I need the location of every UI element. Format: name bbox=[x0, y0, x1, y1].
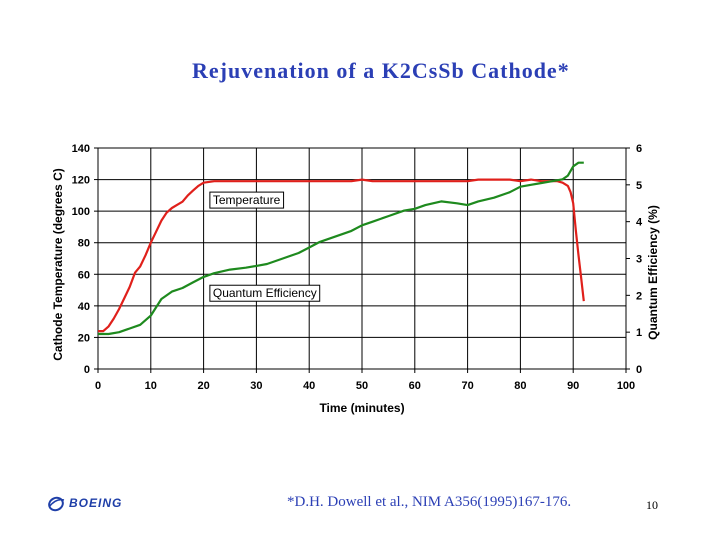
y2-tick-label: 3 bbox=[636, 254, 642, 266]
y2-tick-label: 2 bbox=[636, 290, 642, 302]
quantum-efficiency-series-line bbox=[98, 161, 584, 336]
x-axis-title: Time (minutes) bbox=[319, 401, 404, 415]
y-tick-label: 120 bbox=[72, 175, 90, 187]
y2-tick-label: 5 bbox=[636, 180, 642, 192]
boeing-logo: BOEING bbox=[46, 493, 122, 513]
y2-tick-label: 6 bbox=[636, 143, 642, 155]
x-tick-label: 10 bbox=[145, 380, 157, 392]
citation: *D.H. Dowell et al., NIM A356(1995)167-1… bbox=[287, 494, 572, 510]
boeing-logo-text: BOEING bbox=[69, 496, 123, 510]
y-tick-label: 100 bbox=[72, 206, 90, 218]
y2-axis-title: Quantum Efficiency (%) bbox=[646, 205, 660, 340]
y-axis-title: Cathode Temperature (degrees C) bbox=[51, 168, 65, 361]
x-tick-label: 40 bbox=[303, 380, 315, 392]
y2-tick-label: 0 bbox=[636, 364, 642, 376]
quantum-efficiency-annotation-box bbox=[209, 284, 321, 302]
x-tick-label: 100 bbox=[617, 380, 635, 392]
temperature-annotation: Temperature bbox=[213, 193, 281, 207]
quantum-efficiency-annotation: Quantum Efficiency bbox=[213, 286, 317, 300]
x-tick-label: 20 bbox=[197, 380, 209, 392]
x-tick-label: 50 bbox=[356, 380, 368, 392]
slide-title: Rejuvenation of a K2CsSb Cathode* bbox=[192, 58, 570, 83]
y2-tick-label: 4 bbox=[636, 217, 643, 229]
x-tick-label: 60 bbox=[409, 380, 421, 392]
y-tick-label: 20 bbox=[78, 332, 90, 344]
temperature-annotation-box bbox=[209, 191, 285, 209]
x-tick-label: 90 bbox=[567, 380, 579, 392]
y-tick-label: 140 bbox=[72, 143, 90, 155]
page-number: 10 bbox=[646, 498, 658, 512]
x-tick-label: 70 bbox=[461, 380, 473, 392]
x-tick-label: 80 bbox=[514, 380, 526, 392]
y-tick-label: 0 bbox=[84, 364, 90, 376]
y-tick-label: 80 bbox=[78, 238, 90, 250]
y-tick-label: 60 bbox=[78, 269, 90, 281]
x-tick-label: 30 bbox=[250, 380, 262, 392]
y2-tick-label: 1 bbox=[636, 327, 642, 339]
x-tick-label: 0 bbox=[95, 380, 101, 392]
y-tick-label: 40 bbox=[78, 301, 90, 313]
boeing-symbol-icon bbox=[48, 496, 65, 512]
